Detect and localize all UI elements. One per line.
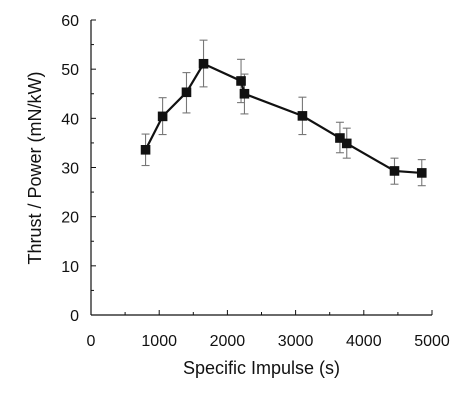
y-axis-title: Thrust / Power (mN/kW)	[25, 71, 45, 264]
data-point	[236, 76, 246, 86]
data-point	[239, 88, 250, 99]
data-point	[335, 133, 345, 143]
x-tick-label: 2000	[210, 333, 246, 350]
x-tick-label: 0	[87, 333, 96, 350]
x-tick-label: 3000	[278, 333, 314, 350]
y-tick-label: 10	[61, 259, 79, 276]
data-point	[157, 111, 168, 122]
x-tick-label: 1000	[141, 333, 177, 350]
x-tick-label: 4000	[346, 333, 382, 350]
data-point	[416, 168, 427, 178]
data-point	[198, 58, 209, 69]
y-tick-label: 60	[61, 13, 79, 30]
data-point	[297, 111, 308, 121]
data-point	[181, 87, 192, 98]
y-tick-label: 0	[70, 308, 79, 325]
y-tick-label: 30	[61, 161, 79, 178]
data-points	[140, 58, 427, 178]
y-tick-label: 40	[61, 111, 79, 128]
x-tick-label: 5000	[414, 333, 450, 350]
y-tick-label: 50	[61, 62, 79, 79]
y-tick-label: 20	[61, 210, 79, 227]
data-point	[140, 145, 151, 155]
x-axis-title: Specific Impulse (s)	[183, 358, 340, 378]
data-point	[341, 138, 352, 149]
data-point	[389, 166, 400, 176]
x-axis-ticks: 0 1000 2000 3000 4000 5000	[87, 310, 450, 350]
